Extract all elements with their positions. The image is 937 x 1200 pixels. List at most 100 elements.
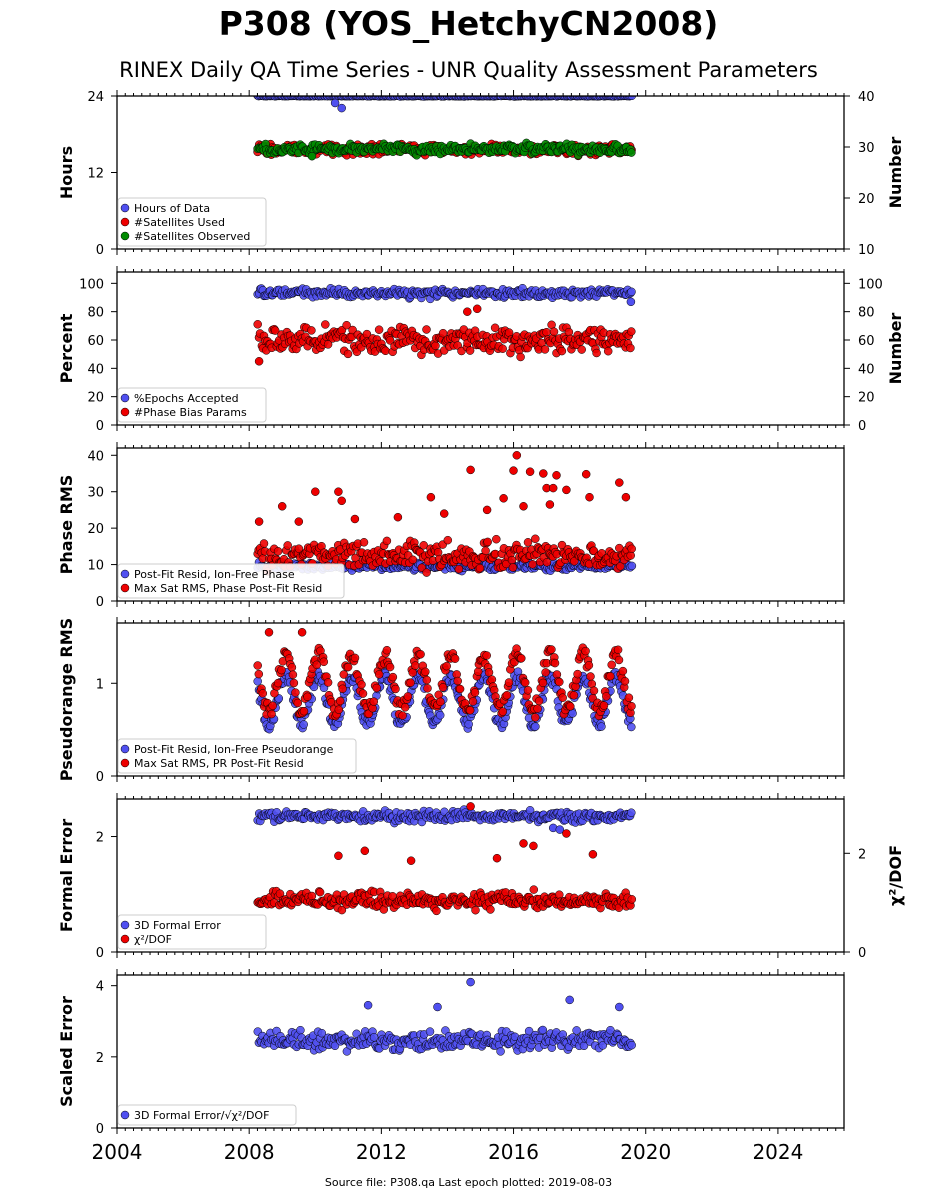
data-point (400, 703, 410, 712)
y-tick-label: 24 (87, 90, 104, 105)
x-tick-label: 2016 (488, 1140, 539, 1164)
legend-label: Post-Fit Resid, Ion-Free Phase (134, 568, 295, 581)
data-point (253, 320, 262, 329)
data-point (454, 564, 464, 574)
data-point (533, 704, 542, 713)
data-point (254, 517, 264, 526)
data-point (581, 646, 590, 656)
legend: Post-Fit Resid, Ion-Free PseudorangeMax … (117, 738, 357, 774)
data-point (524, 1026, 534, 1036)
data-point (388, 672, 398, 682)
data-point (519, 839, 528, 848)
series-1 (253, 96, 637, 113)
data-point (311, 487, 320, 496)
data-point (254, 669, 264, 679)
data-point (540, 345, 550, 354)
y2-tick-label: 2 (858, 847, 866, 862)
data-point (342, 320, 351, 330)
data-point (466, 802, 475, 811)
y2-tick-label: 60 (858, 334, 875, 349)
y2-tick-label: 100 (858, 277, 883, 292)
data-point (552, 471, 561, 480)
legend: %Epochs Accepted#Phase Bias Params (117, 387, 267, 423)
data-point (598, 1041, 608, 1050)
legend-label: #Satellites Used (134, 216, 225, 229)
source-footer: Source file: P308.qa Last epoch plotted:… (324, 1176, 613, 1189)
data-point (382, 536, 392, 546)
y2-tick-label: 40 (858, 90, 875, 105)
data-point (531, 722, 540, 731)
data-point (626, 343, 635, 353)
data-point (624, 693, 634, 702)
data-point (465, 706, 475, 715)
y-tick-label: 40 (87, 362, 104, 377)
data-point (466, 465, 475, 475)
data-point (482, 505, 492, 515)
data-point (393, 512, 403, 522)
y2-tick-label: 30 (858, 141, 875, 156)
data-point (577, 345, 586, 354)
y2-tick-label: 20 (858, 391, 875, 406)
data-point (455, 684, 465, 694)
x-tick-label: 2008 (224, 1140, 275, 1164)
data-point (338, 684, 347, 694)
y-axis-label: Scaled Error (57, 996, 76, 1107)
data-point (481, 546, 490, 556)
x-tick-label: 2024 (752, 1140, 803, 1164)
data-point (406, 856, 416, 865)
data-point (435, 710, 445, 720)
data-point (426, 492, 436, 502)
data-point (431, 341, 440, 350)
data-point (408, 555, 418, 565)
y-tick-label: 0 (96, 770, 104, 785)
data-point (517, 654, 526, 663)
data-point (627, 561, 637, 571)
data-point (507, 555, 517, 565)
y-tick-label: 12 (87, 167, 104, 182)
data-point (339, 670, 349, 679)
y-tick-label: 10 (87, 559, 104, 574)
data-point (289, 678, 299, 688)
data-point (264, 628, 274, 637)
data-point (432, 906, 441, 916)
legend-marker (120, 583, 130, 593)
data-point (288, 670, 298, 679)
panel-2: 0 20 40 60 80 100 Percent 0 20 40 60 80 100 Number %Ep… (57, 266, 905, 434)
y-tick-label: 0 (96, 243, 104, 258)
data-point (422, 325, 431, 334)
data-point (602, 692, 611, 701)
data-point (299, 720, 308, 729)
y-axis-label: Phase RMS (57, 475, 76, 575)
data-point (299, 706, 309, 716)
y2-tick-label: 0 (858, 946, 866, 961)
y2-tick-label: 80 (858, 306, 875, 321)
data-point (321, 320, 330, 329)
data-point (627, 327, 636, 336)
data-point (539, 469, 548, 478)
data-point (268, 701, 277, 710)
data-point (359, 538, 369, 547)
y-axis-label: Percent (57, 313, 76, 383)
data-point (542, 327, 551, 337)
data-point (406, 678, 415, 687)
data-point (416, 650, 425, 659)
data-point (423, 684, 432, 693)
legend-box (117, 738, 357, 774)
data-point (512, 451, 522, 460)
legend-marker (120, 1110, 130, 1120)
y-axis-label: Formal Error (57, 819, 76, 932)
data-point (607, 660, 616, 670)
y2-tick-label: 10 (858, 243, 875, 258)
data-point (369, 697, 379, 706)
data-point (273, 547, 283, 556)
legend-label: Max Sat RMS, Phase Post-Fit Resid (134, 582, 322, 595)
data-point (599, 701, 609, 710)
data-point (398, 711, 407, 720)
data-point (490, 323, 500, 333)
data-point (374, 670, 384, 679)
data-point (337, 905, 347, 915)
legend-label: χ²/DOF (134, 933, 172, 946)
